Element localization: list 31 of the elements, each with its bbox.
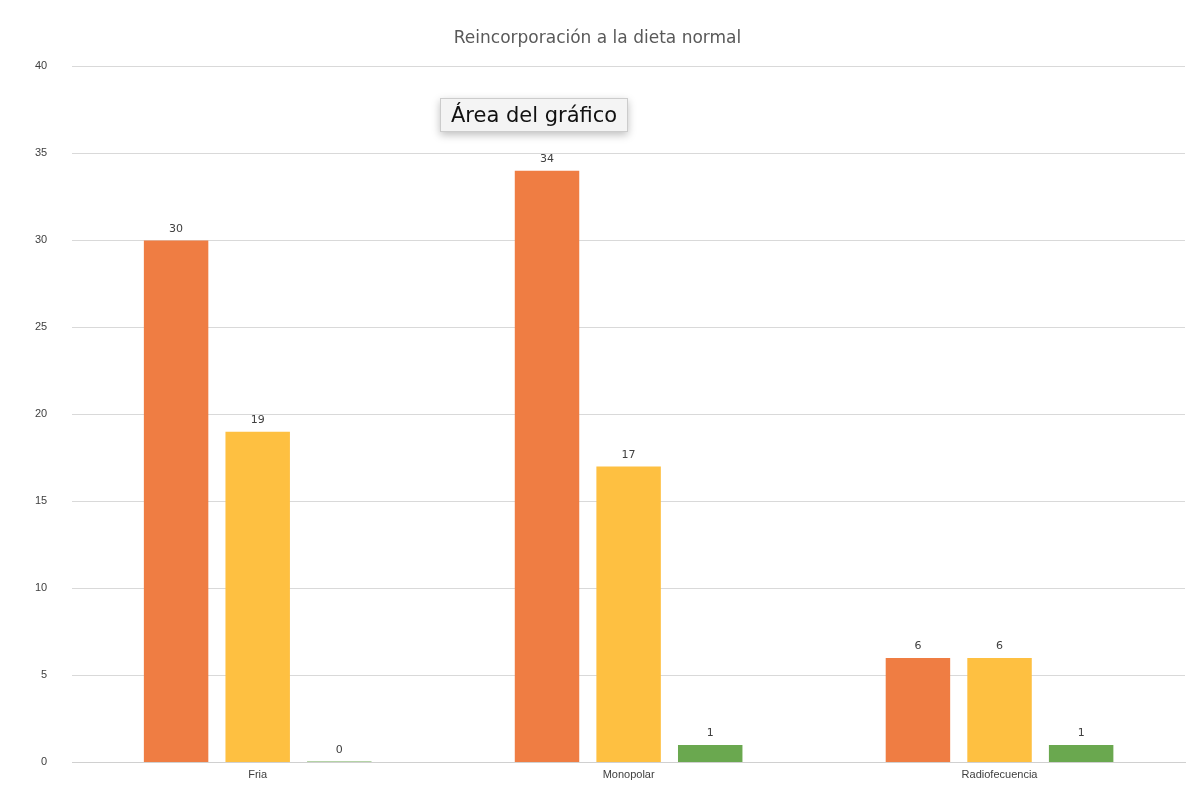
bar: [596, 466, 661, 762]
data-label: 6: [914, 639, 922, 653]
bar: [225, 431, 290, 762]
y-tick-label: 10: [34, 581, 48, 594]
annotation: Área del gráfico: [440, 98, 629, 132]
data-label: 34: [540, 152, 555, 166]
bar: [514, 170, 580, 762]
bar: [885, 658, 951, 762]
data-label: 19: [250, 413, 265, 427]
y-tick-label: 40: [34, 59, 48, 72]
y-tick-label: 25: [34, 320, 48, 333]
y-tick-label: 35: [34, 146, 48, 159]
y-tick-label: 5: [41, 668, 48, 681]
bar: [967, 658, 1032, 762]
y-tick-label: 30: [34, 233, 48, 246]
x-tick-label: Monopolar: [602, 768, 655, 781]
bar: [677, 745, 743, 762]
data-label: 30: [169, 221, 184, 235]
chart-title: Reincorporación a la dieta normal: [453, 26, 742, 47]
data-label: 17: [621, 447, 636, 461]
bar: [1048, 745, 1114, 762]
data-label: 0: [335, 742, 343, 756]
y-tick-label: 20: [34, 407, 48, 420]
data-label: 6: [996, 639, 1004, 653]
y-tick-label: 15: [34, 494, 48, 507]
bar: [143, 240, 209, 762]
data-label: 1: [706, 726, 714, 740]
x-tick-label: Radiofecuencia: [961, 768, 1039, 781]
x-tick-label: Fria: [248, 768, 269, 781]
data-label: 1: [1077, 726, 1085, 740]
y-tick-label: 0: [41, 755, 48, 768]
